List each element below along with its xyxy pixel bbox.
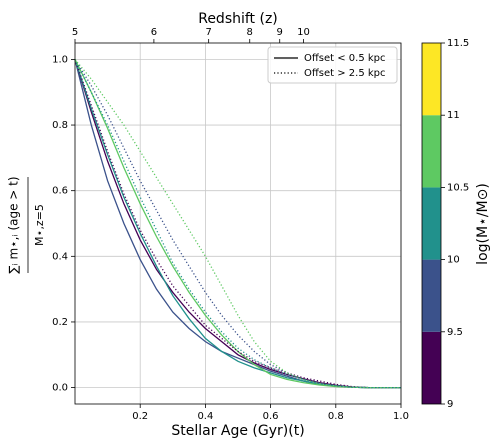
- colorbar-tick-label: 9.5: [447, 327, 463, 338]
- y-label-denominator: M⋆,z=5: [33, 204, 46, 246]
- colorbar-tick-label: 11: [447, 110, 460, 121]
- y-tick-label: 0.0: [52, 383, 68, 394]
- colorbar-tick-label: 10: [447, 255, 460, 266]
- top-tick-label: 10: [297, 27, 310, 38]
- top-tick-label: 7: [205, 27, 211, 38]
- colorbar-tick-label: 11.5: [447, 38, 469, 49]
- top-tick-label: 5: [72, 27, 78, 38]
- colorbar-label: log(M⋆/M⊙): [475, 183, 491, 265]
- x-tick-label: 1.0: [393, 411, 409, 422]
- top-tick-label: 9: [277, 27, 283, 38]
- x-tick-label: 0.2: [132, 411, 148, 422]
- y-tick-label: 1.0: [52, 54, 68, 65]
- y-label-numerator: ∑ᵢ m⋆,ᵢ (age > t): [7, 176, 21, 273]
- legend-label: Offset > 2.5 kpc: [304, 68, 386, 79]
- colorbar-segment: [422, 259, 441, 332]
- series-line: [74, 59, 401, 389]
- legend-label: Offset < 0.5 kpc: [304, 53, 386, 64]
- colorbar-segment: [422, 187, 441, 260]
- colorbar-tick-label: 10.5: [447, 182, 469, 193]
- colorbar-segment: [422, 331, 441, 404]
- y-tick-label: 0.8: [52, 120, 68, 131]
- x-axis-label: Stellar Age (Gyr)(t): [171, 423, 304, 439]
- top-axis-label: Redshift (z): [198, 11, 278, 27]
- series-line: [74, 59, 401, 389]
- plot-frame: [74, 42, 402, 405]
- x-tick-label: 0.6: [263, 411, 279, 422]
- y-tick-label: 0.2: [52, 317, 68, 328]
- top-tick-label: 8: [247, 27, 253, 38]
- legend: Offset < 0.5 kpc Offset > 2.5 kpc: [267, 46, 398, 84]
- y-axis-label: ∑ᵢ m⋆,ᵢ (age > t) M⋆,z=5: [7, 176, 47, 273]
- y-tick-label: 0.4: [52, 251, 68, 262]
- x-tick-label: 0.8: [328, 411, 344, 422]
- top-tick-label: 6: [151, 27, 157, 38]
- colorbar-segment: [422, 43, 441, 116]
- series-line: [74, 59, 401, 389]
- y-tick-label: 0.6: [52, 186, 68, 197]
- colorbar-segment: [422, 115, 441, 188]
- colorbar-frame: [421, 42, 442, 405]
- colorbar-tick-label: 9: [447, 399, 453, 410]
- x-tick-label: 0.4: [197, 411, 213, 422]
- legend-box: [267, 46, 398, 84]
- series-line: [74, 58, 401, 389]
